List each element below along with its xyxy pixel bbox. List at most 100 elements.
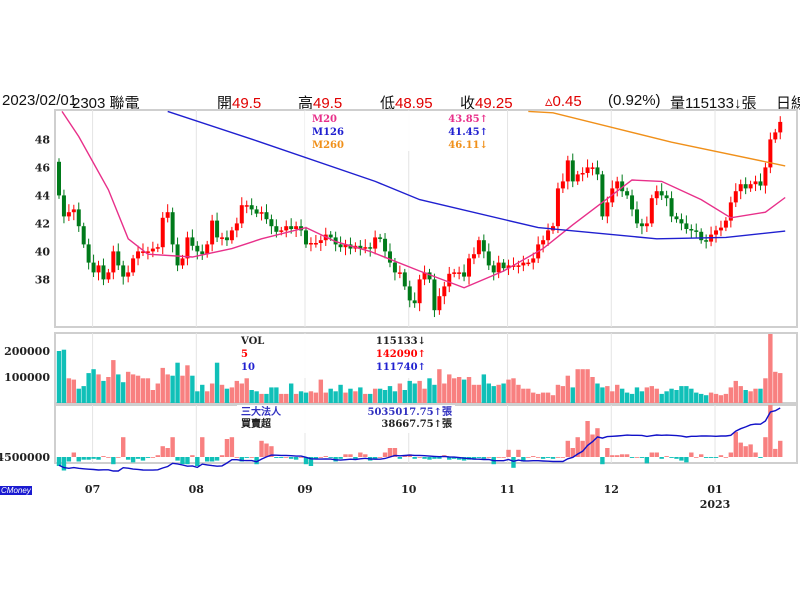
volume-tick-label: 200000 bbox=[4, 345, 50, 358]
ma-legend-box bbox=[305, 111, 490, 151]
candle-body bbox=[546, 230, 551, 241]
inst-net-bar bbox=[555, 457, 561, 458]
inst-net-bar bbox=[160, 446, 165, 457]
inst-net-bar bbox=[279, 457, 284, 458]
inst-net-bar bbox=[605, 448, 610, 457]
volume-bar bbox=[368, 393, 373, 403]
inst-net-bar bbox=[358, 452, 363, 457]
volume-bar bbox=[461, 379, 467, 403]
high-price: 高49.5 bbox=[298, 92, 342, 113]
volume-bar bbox=[728, 387, 734, 403]
volume-bar bbox=[718, 395, 724, 403]
inst-net-bar bbox=[723, 457, 729, 458]
volume-bar bbox=[293, 393, 299, 403]
volume-bar bbox=[348, 388, 353, 403]
inst-net-bar bbox=[91, 457, 96, 459]
volume-bar bbox=[748, 391, 753, 403]
inst-net-bar bbox=[738, 442, 743, 457]
inst-net-bar bbox=[288, 457, 294, 459]
candle-body bbox=[674, 216, 679, 220]
inst-legend-name: 買賣超 bbox=[241, 417, 272, 430]
inst-net-bar bbox=[634, 457, 640, 458]
candle-body bbox=[748, 184, 753, 189]
inst-net-bar bbox=[135, 457, 141, 459]
candle-body bbox=[387, 251, 392, 263]
candle-body bbox=[284, 226, 289, 231]
inst-net-bar bbox=[205, 457, 210, 462]
inst-net-bar bbox=[452, 457, 457, 459]
volume-bar bbox=[442, 383, 447, 403]
candle-body bbox=[234, 223, 239, 231]
candle-body bbox=[669, 198, 674, 217]
candle-body bbox=[244, 205, 249, 207]
period-label[interactable]: 日線 bbox=[776, 95, 800, 112]
volume-bar bbox=[145, 378, 151, 403]
inst-net-bar bbox=[180, 457, 185, 465]
price-tick-label: 42 bbox=[35, 217, 50, 230]
candle-body bbox=[249, 205, 254, 210]
volume-bar bbox=[659, 393, 664, 403]
inst-net-bar bbox=[674, 457, 679, 459]
open-price: 開49.5 bbox=[217, 92, 261, 113]
candle-body bbox=[363, 247, 368, 249]
volume-bar bbox=[81, 386, 86, 403]
volume-bar bbox=[140, 378, 146, 403]
volume-bar bbox=[288, 383, 294, 403]
candle-body bbox=[91, 262, 96, 273]
inst-net-bar bbox=[313, 457, 319, 459]
inst-net-bar bbox=[481, 457, 487, 459]
inst-net-bar bbox=[303, 457, 309, 465]
candle-body bbox=[718, 227, 723, 231]
inst-net-bar bbox=[224, 439, 230, 457]
inst-net-bar bbox=[590, 434, 595, 457]
candle-body bbox=[76, 209, 81, 227]
inst-net-bar bbox=[447, 457, 452, 460]
candle-body bbox=[462, 272, 467, 277]
candle-body bbox=[694, 230, 699, 232]
candle-body bbox=[516, 265, 521, 267]
candle-body bbox=[328, 234, 333, 238]
volume-bar bbox=[639, 391, 645, 403]
volume-bar bbox=[338, 384, 343, 403]
inst-net-bar bbox=[244, 457, 249, 458]
candle-body bbox=[200, 251, 205, 255]
change-percent: (0.92%) bbox=[608, 92, 661, 109]
open-value: 49.5 bbox=[232, 95, 262, 112]
volume-bar bbox=[239, 383, 244, 403]
inst-net-bar bbox=[743, 446, 748, 457]
inst-net-bar bbox=[76, 457, 81, 462]
inst-cumulative-line bbox=[58, 407, 781, 472]
inst-net-bar bbox=[639, 457, 645, 458]
inst-net-bar bbox=[274, 457, 279, 458]
candle-body bbox=[728, 202, 733, 221]
month-label: 07 bbox=[85, 483, 100, 496]
high-label: 高 bbox=[298, 95, 314, 112]
candle-body bbox=[714, 230, 719, 235]
month-label: 12 bbox=[604, 483, 619, 496]
volume-legend-name: 10 bbox=[241, 362, 255, 373]
volume-bar bbox=[570, 387, 575, 403]
candle-body bbox=[620, 181, 625, 192]
inst-net-bar bbox=[234, 457, 240, 458]
inst-net-bar bbox=[615, 455, 620, 457]
ma-legend-value: 43.85↑ bbox=[448, 114, 488, 125]
candle-body bbox=[684, 223, 689, 229]
inst-net-bar bbox=[66, 457, 72, 462]
volume-bar bbox=[545, 392, 551, 403]
ma-legend-name: M20 bbox=[312, 114, 337, 125]
volume-legend-name: VOL bbox=[240, 336, 264, 347]
volume-bar bbox=[358, 387, 363, 403]
inst-net-bar bbox=[778, 440, 783, 457]
inst-net-bar bbox=[718, 455, 724, 457]
quote-date: 2023/02/01 bbox=[2, 92, 78, 109]
close-label: 收 bbox=[460, 95, 476, 112]
close-price: 收49.25 bbox=[460, 92, 513, 113]
inst-net-bar bbox=[694, 457, 699, 458]
low-value: 48.95 bbox=[395, 95, 433, 112]
volume-bar bbox=[629, 393, 635, 403]
volume-bar bbox=[763, 378, 768, 403]
volume-bar bbox=[402, 390, 407, 403]
candle-body bbox=[481, 240, 486, 252]
volume-bar bbox=[205, 391, 210, 403]
candle-body bbox=[615, 181, 620, 189]
